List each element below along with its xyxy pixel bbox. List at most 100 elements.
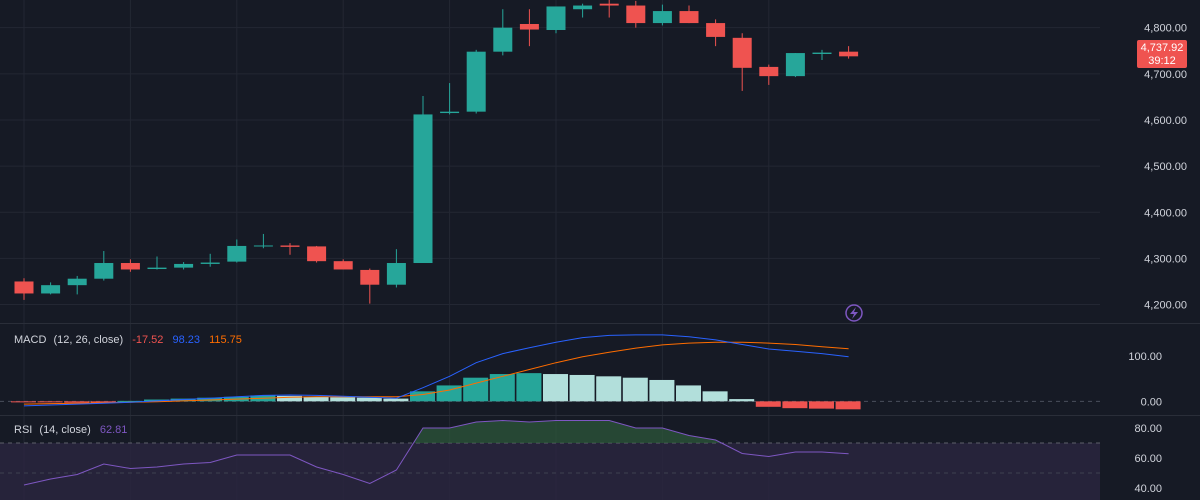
rsi-overbought-fill <box>413 420 722 443</box>
candle[interactable] <box>626 0 646 28</box>
price-candles[interactable] <box>14 0 859 304</box>
price-tick-label: 4,300.00 <box>1144 253 1187 265</box>
candle[interactable] <box>386 249 406 288</box>
candle[interactable] <box>14 278 34 300</box>
candle[interactable] <box>147 256 167 270</box>
macd-histogram-bar <box>436 385 462 402</box>
candle[interactable] <box>785 53 805 78</box>
candle-body <box>626 5 646 24</box>
price-tick-label: 4,500.00 <box>1144 161 1187 173</box>
candle-body <box>839 51 859 57</box>
candle-body <box>41 285 61 294</box>
candle[interactable] <box>360 268 380 304</box>
macd-histogram-bar <box>516 373 542 402</box>
candle-body <box>120 263 140 270</box>
macd-histogram-bar <box>543 374 568 402</box>
candle[interactable] <box>679 5 699 24</box>
candle-body <box>386 263 406 285</box>
candle[interactable] <box>227 239 247 263</box>
candle[interactable] <box>759 64 779 85</box>
candle-body <box>706 23 726 37</box>
macd-legend-params: (12, 26, close) <box>53 334 123 346</box>
lightning-bolt-icon-ring <box>845 304 863 322</box>
price-tick-label: 4,600.00 <box>1144 115 1187 127</box>
macd-histogram-bar <box>11 401 36 403</box>
candle[interactable] <box>280 243 300 255</box>
macd-histogram-bar <box>755 401 781 407</box>
candle[interactable] <box>573 3 593 18</box>
rsi-legend-params: (14, close) <box>39 424 90 436</box>
lightning-bolt-icon[interactable] <box>845 304 863 322</box>
macd-histogram-bar <box>37 401 63 403</box>
rsi-legend-title: RSI <box>14 424 32 436</box>
candle[interactable] <box>200 253 220 267</box>
candle-body <box>732 37 752 68</box>
candle[interactable] <box>732 33 752 91</box>
candle[interactable] <box>120 259 140 272</box>
price-tick-label: 4,800.00 <box>1144 23 1187 35</box>
candle[interactable] <box>67 275 87 295</box>
macd-histogram-bar <box>410 391 435 402</box>
rsi-axis[interactable]: 80.00 60.00 40.00 <box>1134 423 1162 495</box>
candle[interactable] <box>706 19 726 47</box>
candle[interactable] <box>41 282 61 295</box>
rsi-legend[interactable]: RSI (14, close) 62.81 <box>14 424 127 436</box>
macd-histogram-bar <box>277 395 302 402</box>
price-tick-label: 4,200.00 <box>1144 300 1187 312</box>
candle[interactable] <box>94 251 114 281</box>
candle-body <box>14 281 34 294</box>
price-axis[interactable]: 4,200.00 4,300.00 4,400.00 4,500.00 4,600.00… <box>1144 23 1187 312</box>
rsi-legend-text: RSI (14, close) 62.81 <box>14 424 127 436</box>
candle-body <box>280 245 300 247</box>
macd-histogram-bar <box>330 397 356 402</box>
candle-body <box>147 267 167 270</box>
candle[interactable] <box>812 49 832 60</box>
candle[interactable] <box>174 262 194 270</box>
macd-histogram-bar <box>729 399 755 402</box>
macd-legend-macd-value: 98.23 <box>172 334 200 346</box>
candle[interactable] <box>307 245 327 263</box>
macd-tick-label: 100.00 <box>1128 351 1162 363</box>
rsi-tick-label: 60.00 <box>1134 453 1162 465</box>
macd-histogram-bar <box>649 379 675 402</box>
macd-legend-text: MACD (12, 26, close) -17.52 98.23 115.75 <box>14 334 242 346</box>
candle[interactable] <box>493 9 513 56</box>
candle-body <box>253 245 273 247</box>
candle-body <box>333 261 353 270</box>
candle[interactable] <box>466 49 486 114</box>
candle[interactable] <box>440 83 460 115</box>
candle[interactable] <box>546 6 566 34</box>
last-price-badge-bg <box>1137 40 1187 68</box>
rsi-tick-label: 80.00 <box>1134 423 1162 435</box>
macd-line <box>23 334 849 407</box>
candle[interactable] <box>253 233 273 249</box>
macd-signal-line <box>23 341 849 405</box>
candle[interactable] <box>599 0 619 18</box>
candle[interactable] <box>839 46 859 59</box>
macd-histogram-bar <box>622 377 648 402</box>
rsi-band <box>0 443 1100 500</box>
macd-histogram-bar <box>569 374 595 402</box>
price-tick-label: 4,400.00 <box>1144 207 1187 219</box>
candle-body <box>785 53 805 77</box>
macd-legend[interactable]: MACD (12, 26, close) -17.52 98.23 115.75 <box>14 334 242 346</box>
candle-body <box>360 269 380 285</box>
macd-histogram-bar <box>303 396 329 402</box>
candle-body <box>599 3 619 6</box>
candle[interactable] <box>519 9 539 47</box>
macd-axis[interactable]: 100.00 0.00 <box>1128 351 1162 409</box>
candle-body <box>440 111 460 114</box>
candle[interactable] <box>333 259 353 270</box>
candle-body <box>519 23 539 30</box>
macd-histogram-bar <box>90 401 116 403</box>
last-price-label: 4,737.92 <box>1141 42 1184 54</box>
candle[interactable] <box>413 95 433 264</box>
candle[interactable] <box>652 4 672 26</box>
candle-body <box>200 262 220 264</box>
macd-histogram-bar <box>489 374 515 402</box>
candle-body <box>493 27 513 52</box>
candle-body <box>812 52 832 54</box>
macd-histogram-bar <box>117 400 143 402</box>
